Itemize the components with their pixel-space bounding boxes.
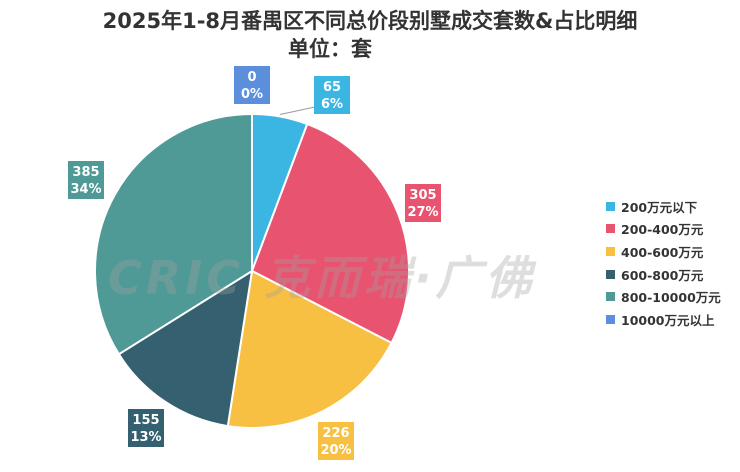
- pie-slice-2: [226, 269, 393, 429]
- legend-item-0: 200万元以下: [606, 195, 740, 218]
- legend-swatch-4: [606, 292, 615, 302]
- data-label-value-1: 305: [409, 188, 436, 203]
- legend-label-4: 800-10000万元: [621, 290, 721, 306]
- data-label-value-5: 0: [247, 70, 256, 85]
- data-label-box-1: [405, 184, 441, 222]
- data-label-box-2: [318, 422, 354, 460]
- data-label-box-3: [128, 409, 164, 447]
- legend-item-2: 400-600万元: [606, 240, 740, 263]
- data-label-percent-1: 27%: [407, 205, 438, 220]
- data-label-value-0: 65: [323, 80, 341, 95]
- legend-label-3: 600-800万元: [621, 267, 704, 283]
- pie-slice-1: [250, 122, 410, 345]
- data-label-percent-4: 34%: [70, 182, 101, 197]
- data-label-value-4: 385: [72, 165, 99, 180]
- legend-label-0: 200万元以下: [621, 199, 698, 215]
- chart-subtitle: 单位：套: [288, 37, 372, 61]
- data-label-percent-2: 20%: [320, 443, 351, 458]
- data-label-percent-3: 13%: [130, 430, 161, 445]
- legend-label-5: 10000万元以上: [621, 312, 715, 328]
- legend: 200万元以下 200-400万元 400-600万元 600-800万元 800-10…: [606, 195, 740, 331]
- data-label-percent-5: 0%: [241, 87, 263, 102]
- legend-swatch-2: [606, 246, 615, 256]
- legend-swatch-5: [606, 314, 615, 324]
- chart-title: 2025年1-8月番禺区不同总价段别墅成交套数&占比明细: [102, 9, 638, 33]
- data-label-percent-0: 6%: [321, 97, 343, 112]
- data-label-box-0: [314, 76, 350, 114]
- data-label-box-4: [68, 161, 104, 199]
- data-label-0: 656%: [314, 76, 350, 114]
- pie-slice-4: [94, 112, 253, 356]
- data-label-5: 00%: [234, 66, 270, 104]
- data-label-value-3: 155: [132, 413, 159, 428]
- watermark: CRIC 克而瑞·广佛: [108, 251, 536, 305]
- legend-swatch-3: [606, 269, 615, 279]
- legend-label-2: 400-600万元: [621, 244, 704, 260]
- legend-item-5: 10000万元以上: [606, 308, 740, 331]
- legend-swatch-1: [606, 224, 615, 234]
- legend-item-1: 200-400万元: [606, 218, 740, 241]
- pie-slice-3: [117, 268, 254, 428]
- data-label-value-2: 226: [322, 426, 349, 441]
- legend-item-4: 800-10000万元: [606, 285, 740, 308]
- data-label-box-5: [234, 66, 270, 104]
- legend-item-3: 600-800万元: [606, 263, 740, 286]
- legend-label-1: 200-400万元: [621, 222, 704, 238]
- legend-swatch-0: [606, 201, 615, 211]
